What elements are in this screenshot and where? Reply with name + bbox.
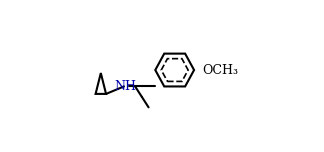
Text: OCH₃: OCH₃ [202, 64, 238, 76]
Text: NH: NH [114, 80, 136, 93]
